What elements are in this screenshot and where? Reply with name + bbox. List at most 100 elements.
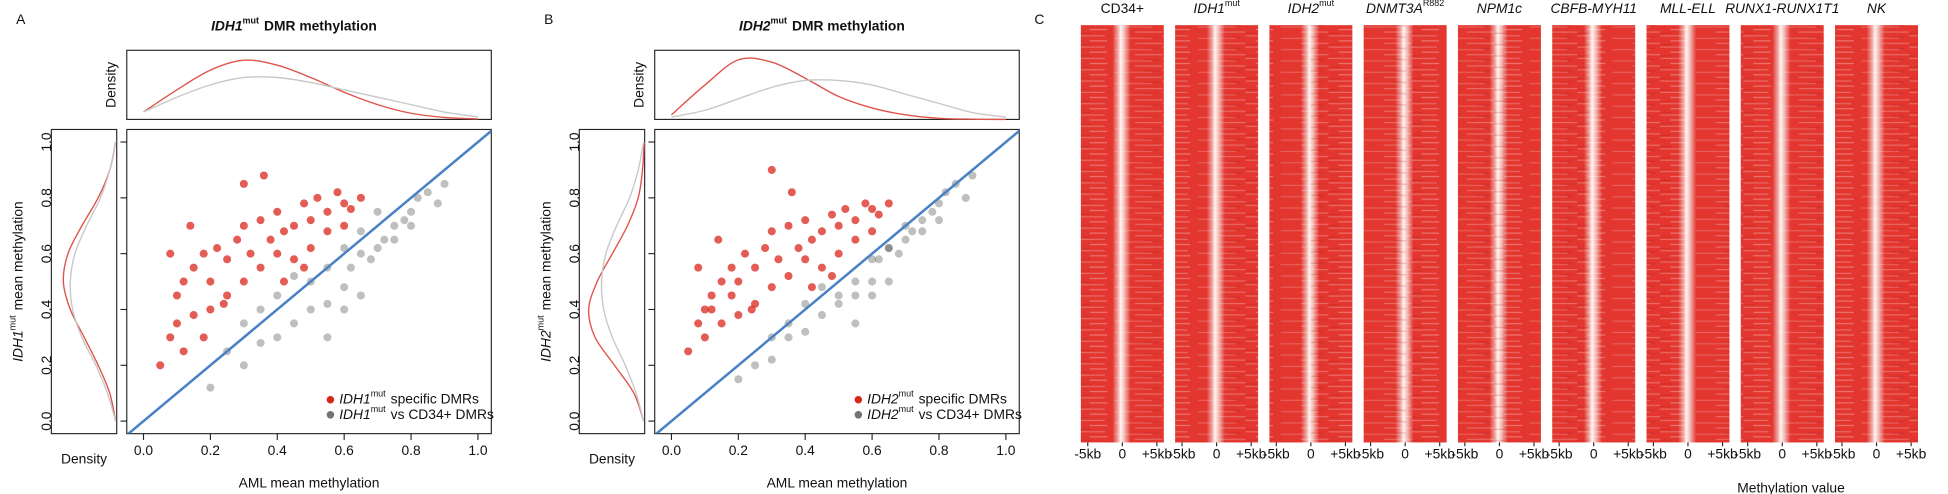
point <box>717 319 726 328</box>
x-axis-label: AML mean methylation <box>239 475 380 491</box>
point <box>407 221 416 230</box>
density-curve <box>600 141 645 422</box>
point <box>340 221 349 230</box>
density-label: Density <box>61 451 107 467</box>
column-label: CD34+ <box>1101 0 1144 15</box>
x-tick-label: +5kb <box>1613 446 1644 462</box>
point <box>861 199 870 208</box>
point <box>868 255 877 264</box>
identity-line <box>126 129 492 434</box>
point <box>707 291 716 300</box>
point <box>219 299 228 308</box>
point <box>694 263 703 272</box>
point <box>206 305 215 314</box>
point <box>289 255 299 264</box>
point <box>239 319 248 328</box>
point <box>289 221 299 230</box>
x-tick-label: 0.8 <box>929 442 949 458</box>
point <box>727 263 736 272</box>
point <box>233 235 242 244</box>
text-part: DNMT3A <box>1366 0 1423 15</box>
point <box>223 255 232 264</box>
text-part: DMR methylation <box>264 17 377 33</box>
plot-frame <box>126 128 492 435</box>
x-tick-label: +5kb <box>1425 446 1456 462</box>
point <box>851 216 860 225</box>
point <box>306 244 315 253</box>
point <box>273 291 282 300</box>
point <box>306 305 315 314</box>
legend-label: IDH1mut specific DMRs <box>339 389 479 406</box>
text-part: R882 <box>1423 0 1444 8</box>
text-part: NPM1c <box>1477 0 1522 15</box>
point <box>266 235 275 244</box>
text-part: mut <box>371 389 386 399</box>
x-tick-label: -5kb <box>1357 446 1384 462</box>
identity-line <box>654 129 1020 434</box>
x-tick-label: -5kb <box>1074 446 1101 462</box>
x-tick-label: +5kb <box>1802 446 1833 462</box>
point <box>747 305 756 314</box>
point <box>784 333 793 342</box>
point <box>239 179 248 188</box>
text-part: mut <box>1225 0 1240 8</box>
text-part: IDH2 <box>739 17 771 33</box>
text-part: IDH2 <box>537 330 553 362</box>
column-label: RUNX1-RUNX1T1 <box>1725 0 1839 15</box>
point <box>346 204 355 214</box>
point <box>807 235 816 244</box>
point <box>700 305 709 314</box>
point <box>306 216 315 225</box>
y-tick-label: 0.4 <box>566 300 582 320</box>
point <box>340 305 349 314</box>
point <box>199 333 208 342</box>
x-tick-label: 0 <box>1213 446 1221 462</box>
top-density-frame <box>126 49 492 120</box>
point <box>851 235 860 244</box>
point <box>199 249 208 258</box>
point <box>851 291 860 300</box>
point <box>273 249 282 258</box>
x-tick-label: 0 <box>1684 446 1692 462</box>
point <box>761 244 770 253</box>
point <box>390 221 399 230</box>
point <box>961 193 970 202</box>
x-tick-label: 0 <box>1590 446 1598 462</box>
point <box>366 255 375 264</box>
point <box>273 333 282 342</box>
density-curve <box>587 141 645 422</box>
point <box>239 277 248 286</box>
point <box>727 291 736 300</box>
text-part: CBFB-MYH11 <box>1550 0 1636 15</box>
x-axis-label: AML mean methylation <box>767 475 908 491</box>
panel-letter: C <box>1034 11 1044 27</box>
text-part: vs CD34+ DMRs <box>919 405 1022 421</box>
column-label: CBFB-MYH11 <box>1550 0 1636 15</box>
point <box>256 305 265 314</box>
point <box>256 216 265 225</box>
point <box>373 207 382 216</box>
point <box>827 210 836 219</box>
point <box>740 249 750 258</box>
x-tick-label: +5kb <box>1519 446 1550 462</box>
point <box>172 291 181 300</box>
heatmap-texture <box>1269 25 1353 443</box>
point <box>390 235 399 244</box>
point <box>373 244 382 253</box>
point <box>213 244 222 253</box>
point <box>717 277 726 286</box>
point <box>172 319 181 328</box>
point <box>934 216 944 225</box>
top-density-frame <box>654 49 1020 120</box>
point <box>273 207 282 216</box>
point <box>413 193 422 202</box>
density-curve <box>670 57 1006 121</box>
point <box>300 263 309 272</box>
text-part: mut <box>243 16 259 26</box>
column-label: IDH2mut <box>1288 0 1335 15</box>
point <box>784 271 793 281</box>
point <box>356 193 365 202</box>
panel-letter: A <box>16 11 26 27</box>
point <box>834 249 843 258</box>
point <box>340 244 349 253</box>
